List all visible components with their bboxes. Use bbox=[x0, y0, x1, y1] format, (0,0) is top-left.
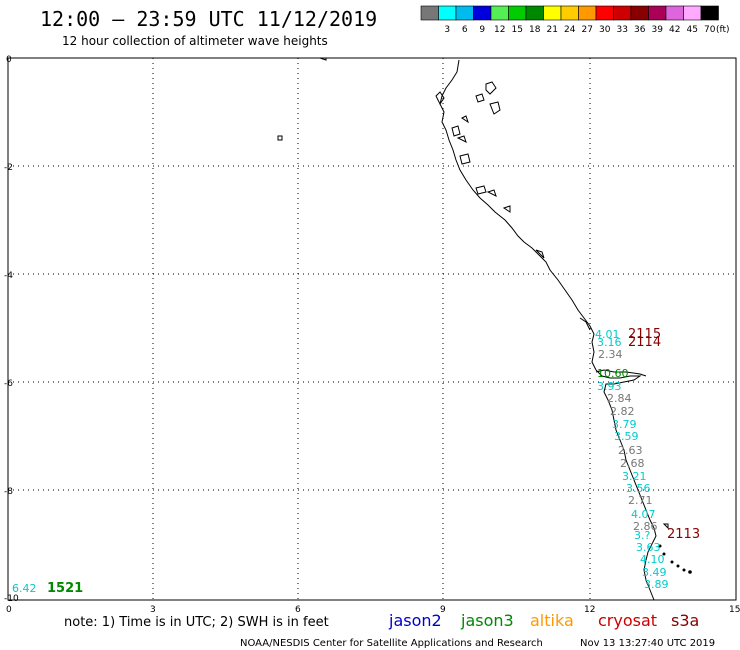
footer-timestamp: Nov 13 13:27:40 UTC 2019 bbox=[580, 638, 715, 649]
legend-swatch bbox=[490, 5, 509, 21]
wave-height-reading: 3.? bbox=[634, 529, 650, 542]
y-tick-label: -4 bbox=[4, 271, 13, 281]
legend-swatch bbox=[543, 5, 562, 21]
x-tick-label: 6 bbox=[295, 605, 301, 615]
legend-swatch bbox=[578, 5, 597, 21]
wave-height-reading: 3.59 bbox=[614, 430, 639, 443]
footer-credit: NOAA/NESDIS Center for Satellite Applica… bbox=[240, 638, 543, 649]
satellite-legend: jason2 jason3 altika cryosat s3a bbox=[388, 611, 699, 630]
legend-tick-label: 12 bbox=[494, 25, 505, 35]
wave-readings: 4.013.162.3410.603.932.842.823.793.592.6… bbox=[12, 328, 669, 595]
legend-swatch bbox=[525, 5, 544, 21]
satellite-label: jason2 bbox=[388, 611, 442, 630]
wave-height-reading: 3.79 bbox=[612, 418, 637, 431]
legend-swatch bbox=[665, 5, 684, 21]
legend-tick-label: 70 bbox=[704, 25, 716, 35]
islands bbox=[277, 57, 669, 530]
legend-tick-label: 36 bbox=[634, 25, 646, 35]
x-axis: 0 3 6 9 12 15 bbox=[6, 605, 740, 615]
wave-height-reading: 3.56 bbox=[626, 482, 651, 495]
legend-swatch bbox=[508, 5, 527, 21]
pass-time-label: 1521 bbox=[47, 581, 83, 596]
wave-height-reading: 2.34 bbox=[598, 348, 623, 361]
wave-height-reading: 2.84 bbox=[607, 392, 632, 405]
legend-tick-label: 24 bbox=[564, 25, 576, 35]
legend-swatch bbox=[683, 5, 702, 21]
legend-swatch bbox=[613, 5, 632, 21]
wave-height-reading: 2.86 bbox=[633, 520, 658, 533]
color-legend: 3 6 9 12 15 18 21 24 27 30 33 36 39 42 45 70 bbox=[420, 5, 719, 35]
legend-swatch bbox=[648, 5, 667, 21]
legend-tick-label: 39 bbox=[652, 25, 664, 35]
island-dots bbox=[658, 544, 692, 574]
legend-swatch bbox=[700, 5, 719, 21]
legend-swatch bbox=[560, 5, 579, 21]
legend-tick-label: 18 bbox=[529, 25, 541, 35]
legend-tick-label: 6 bbox=[462, 25, 468, 35]
y-axis: 0 -2 -4 -6 -8 -10 bbox=[4, 55, 19, 604]
y-tick-label: -10 bbox=[4, 594, 19, 604]
legend-tick-label: 21 bbox=[547, 25, 558, 35]
pass-time-label: 2113 bbox=[667, 527, 700, 542]
satellite-label: altika bbox=[530, 611, 574, 630]
legend-tick-label: 42 bbox=[669, 25, 680, 35]
satellite-label: s3a bbox=[671, 611, 699, 630]
legend-swatch bbox=[630, 5, 649, 21]
legend-swatch bbox=[473, 5, 492, 21]
coastline bbox=[439, 59, 657, 601]
wave-height-reading: 3.93 bbox=[597, 380, 622, 393]
legend-tick-label: 3 bbox=[444, 25, 450, 35]
map-title: 12:00 – 23:59 UTC 11/12/2019 bbox=[40, 7, 377, 31]
pass-time-label: 2115 bbox=[628, 327, 661, 342]
y-tick-label: -6 bbox=[4, 379, 13, 389]
plot-frame bbox=[7, 57, 737, 601]
wave-height-reading: 4.10 bbox=[640, 553, 665, 566]
x-tick-label: 0 bbox=[6, 605, 12, 615]
x-tick-label: 3 bbox=[150, 605, 156, 615]
graticule bbox=[8, 58, 736, 600]
x-tick-label: 15 bbox=[729, 605, 740, 615]
wave-height-reading: 3.89 bbox=[644, 578, 669, 591]
x-tick-label: 12 bbox=[584, 605, 595, 615]
y-tick-label: -8 bbox=[4, 487, 13, 497]
wave-height-reading: 3.63 bbox=[636, 541, 661, 554]
legend-tick-label: 30 bbox=[599, 25, 611, 35]
pass-time-label: 2114 bbox=[628, 335, 661, 350]
legend-tick-label: 9 bbox=[479, 25, 485, 35]
colorbar-unit: (ft) bbox=[716, 25, 730, 35]
wave-height-reading: 3.16 bbox=[597, 336, 622, 349]
satellite-label: jason3 bbox=[460, 611, 514, 630]
y-tick-label: -2 bbox=[4, 163, 13, 173]
legend-swatch bbox=[438, 5, 457, 21]
wave-height-reading: 6.42 bbox=[12, 582, 37, 595]
wave-height-reading: 10.60 bbox=[597, 367, 629, 380]
legend-swatch bbox=[420, 5, 439, 21]
wave-height-reading: 3.21 bbox=[622, 470, 647, 483]
legend-tick-label: 45 bbox=[687, 25, 698, 35]
wave-height-reading: 4.01 bbox=[595, 328, 620, 341]
legend-tick-label: 15 bbox=[512, 25, 523, 35]
wave-height-reading: 2.68 bbox=[620, 457, 645, 470]
map-subtitle: 12 hour collection of altimeter wave hei… bbox=[62, 34, 328, 48]
y-tick-label: 0 bbox=[6, 55, 12, 65]
wave-height-reading: 2.82 bbox=[610, 405, 635, 418]
wave-height-reading: 2.71 bbox=[628, 494, 653, 507]
wave-height-reading: 2.63 bbox=[618, 444, 643, 457]
x-tick-label: 9 bbox=[440, 605, 446, 615]
legend-tick-label: 27 bbox=[582, 25, 593, 35]
wave-height-reading: 4.07 bbox=[631, 508, 656, 521]
footer-note: note: 1) Time is in UTC; 2) SWH is in fe… bbox=[64, 615, 329, 630]
legend-swatch bbox=[455, 5, 474, 21]
wave-height-reading: 3.49 bbox=[642, 566, 667, 579]
legend-tick-label: 33 bbox=[617, 25, 628, 35]
satellite-label: cryosat bbox=[598, 611, 657, 630]
legend-swatch bbox=[595, 5, 614, 21]
